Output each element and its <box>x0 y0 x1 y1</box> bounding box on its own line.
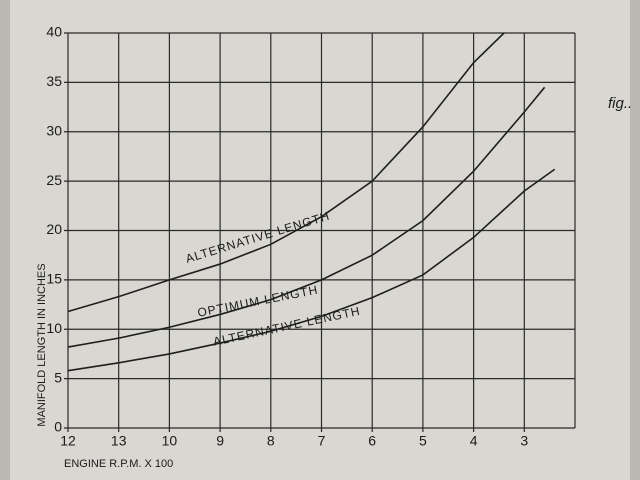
y-tick-label: 10 <box>46 320 62 336</box>
y-tick-label: 35 <box>46 73 62 89</box>
y-tick-label: 40 <box>46 24 62 40</box>
x-tick-label: 7 <box>318 433 326 449</box>
x-tick-label: 10 <box>162 433 178 449</box>
x-tick-label: 5 <box>419 433 427 449</box>
x-tick-label: 12 <box>60 433 76 449</box>
figure-label: fig.. <box>608 95 632 112</box>
x-tick-label: 4 <box>470 433 478 449</box>
right-edge <box>630 0 640 480</box>
x-tick-label: 3 <box>520 433 528 449</box>
x-axis-label: ENGINE R.P.M. X 100 <box>64 458 173 470</box>
y-tick-label: 20 <box>46 221 62 237</box>
curve <box>67 86 546 348</box>
x-tick-label: 9 <box>216 433 224 449</box>
y-tick-label: 15 <box>46 271 62 287</box>
y-tick-label: 5 <box>54 369 62 385</box>
x-tick-label: 13 <box>111 433 127 449</box>
y-tick-label: 25 <box>46 172 62 188</box>
x-tick-label: 8 <box>267 433 275 449</box>
curve <box>67 168 556 372</box>
curve <box>67 32 505 313</box>
x-tick-label: 6 <box>368 433 376 449</box>
y-axis-label: MANIFOLD LENGTH IN INCHES <box>36 263 48 426</box>
y-tick-label: 0 <box>54 419 62 435</box>
y-tick-label: 30 <box>46 122 62 138</box>
left-edge <box>0 0 10 480</box>
